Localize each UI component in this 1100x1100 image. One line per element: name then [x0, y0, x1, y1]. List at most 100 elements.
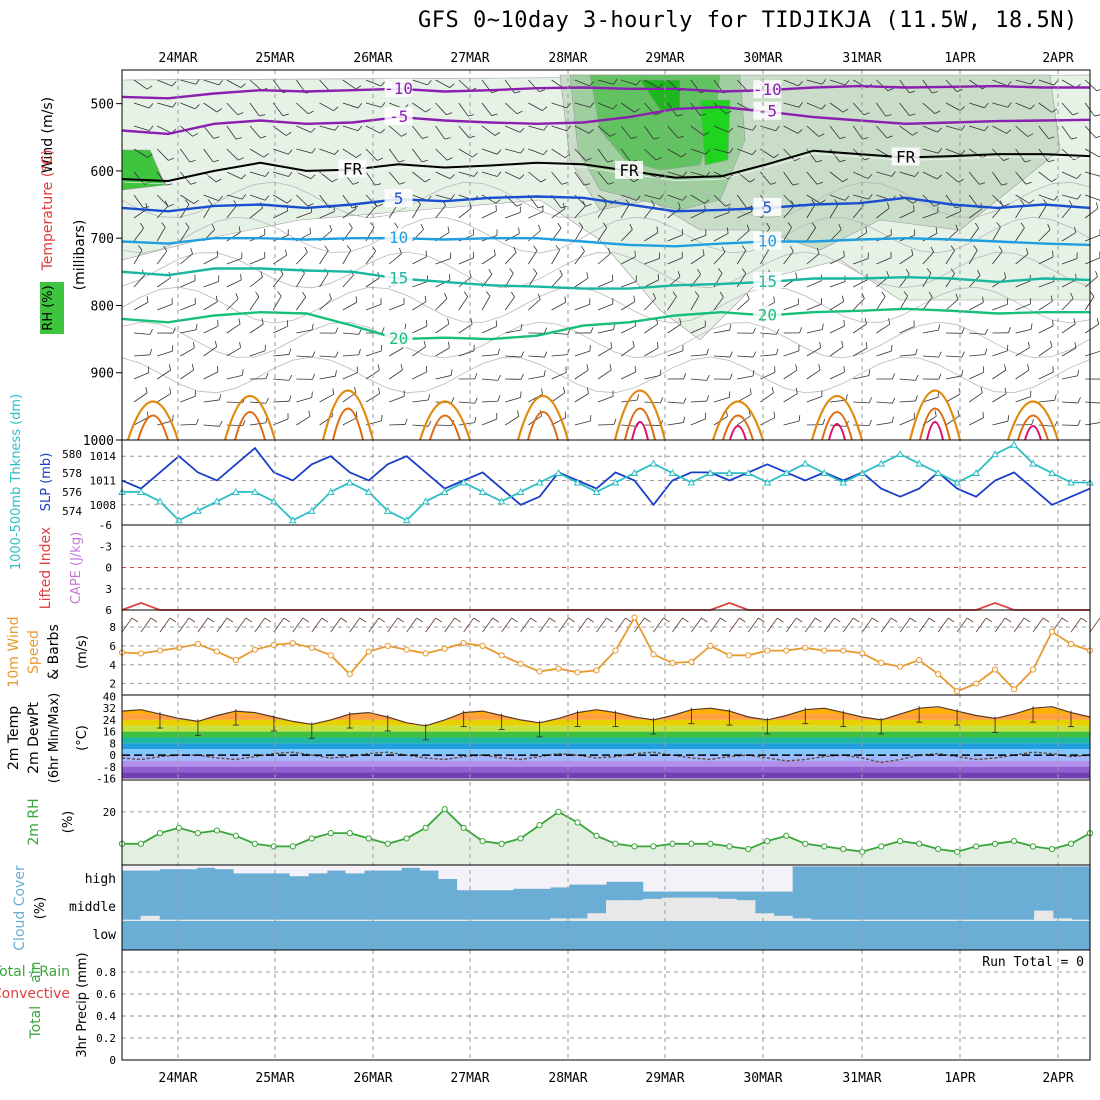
wind-barb: [365, 205, 377, 219]
pbl-contour-inner: [234, 411, 266, 441]
wind-barb-feather: [868, 369, 871, 376]
contour-label-bg: [753, 197, 782, 216]
wind-barb-feather: [633, 178, 640, 183]
cloud-high-cell: [624, 865, 644, 882]
thickness-line-marker: [421, 497, 430, 505]
wind-barb-feather: [311, 391, 313, 398]
wind-barb: [365, 303, 382, 311]
sfc-wind-barb: [140, 617, 152, 633]
wind-barb: [458, 296, 469, 311]
temp-tick-label: 32: [103, 702, 116, 715]
wind-barb: [180, 280, 196, 288]
wind-barb-feather: [909, 90, 916, 94]
wind-barb-feather: [561, 182, 568, 185]
rh-line-marker: [555, 808, 562, 815]
wind-barb: [667, 296, 677, 311]
wind-speed-line-marker: [840, 647, 847, 654]
sfc-wind-barb: [653, 617, 664, 633]
wind-barb-feather: [218, 79, 223, 86]
wind-barb: [922, 329, 939, 334]
sfc-wind-barb: [899, 617, 911, 633]
wind-barb: [1085, 148, 1100, 158]
wind-barb-feather: [513, 246, 517, 253]
wind-barb-feather: [311, 148, 316, 154]
wind-barb: [505, 212, 521, 219]
wind-barb: [319, 355, 336, 358]
wind-barb-feather: [544, 351, 548, 358]
sfc-wind-barb: [1013, 617, 1025, 633]
ylabel-2m-dewpt: 2m DewPt: [26, 702, 42, 774]
wind-barb: [1015, 329, 1032, 334]
wind-barb: [412, 256, 427, 265]
rh-line-marker: [441, 806, 448, 813]
wind-barb-feather: [473, 171, 479, 177]
bottom-date-label: 24MAR: [158, 1071, 197, 1086]
wind-barb: [296, 171, 312, 180]
wind-barb-feather: [729, 324, 732, 331]
wind-barb: [667, 148, 682, 158]
ylabel-wind-units: (m/s): [75, 635, 90, 669]
wind-barb: [133, 148, 148, 158]
sfc-wind-barb: [937, 617, 949, 633]
wind-barb-feather: [705, 149, 711, 155]
wind-barb: [620, 346, 635, 357]
wind-barb: [481, 418, 497, 426]
wind-barb: [249, 350, 266, 357]
rh-line-marker: [403, 835, 410, 842]
rh-line-marker: [1029, 843, 1037, 850]
wind-barb: [133, 125, 150, 132]
ylabel-wind: Wind (m/s): [40, 97, 56, 173]
wind-barb: [133, 194, 144, 209]
wind-barb-feather: [914, 171, 919, 177]
wind-barb-feather: [937, 127, 943, 133]
wind-barb: [180, 194, 195, 204]
sfc-wind-barb-feather: [815, 617, 822, 623]
wind-barb: [829, 301, 844, 311]
rh-line-marker: [346, 830, 353, 837]
wind-barb: [1061, 258, 1078, 265]
wind-barb: [620, 148, 632, 163]
wind-barb-feather: [795, 272, 798, 279]
wind-barb: [992, 420, 1009, 426]
contour-10: [121, 236, 1091, 248]
bottom-date-label: 30MAR: [743, 1071, 782, 1086]
sfc-wind-barb: [406, 617, 418, 633]
wind-barb: [180, 395, 196, 403]
wind-barb: [1038, 148, 1049, 163]
wind-barb: [458, 148, 473, 158]
rh-line-marker: [916, 840, 923, 847]
sfc-wind-barb-feather: [321, 617, 329, 623]
wind-barb: [551, 417, 566, 426]
thickness-line: [122, 443, 1090, 522]
wind-barb: [365, 277, 380, 288]
wind-barb-feather: [704, 199, 710, 204]
wind-barb: [412, 79, 428, 86]
wind-barb: [505, 171, 520, 180]
contour--10: [121, 84, 1090, 100]
wind-barb: [342, 274, 354, 288]
cloud-mid-cell: [438, 919, 458, 921]
wind-barb: [156, 277, 171, 288]
wind-barb: [505, 355, 522, 358]
panel-frames: [116, 69, 1091, 1061]
wind-barb-feather: [216, 250, 219, 257]
cloud-high-cell: [885, 865, 905, 867]
precip-tick-label: 0.4: [96, 1010, 116, 1023]
wind-barb-feather: [172, 102, 177, 108]
wind-barb: [621, 371, 636, 380]
wind-barb-feather: [469, 202, 472, 209]
wind-barb: [1015, 253, 1029, 265]
wind-barb-feather: [448, 273, 451, 280]
wind-barb: [133, 249, 143, 265]
pbl-contour: [711, 400, 765, 441]
wind-barb: [481, 400, 498, 403]
contour-label-bg: [891, 147, 920, 166]
thickness-line-marker: [364, 487, 373, 495]
wind-barb: [389, 424, 406, 426]
wind-barb-feather: [516, 203, 523, 207]
rh-tick-label: 20: [103, 806, 116, 819]
wind-barb-feather: [839, 159, 846, 163]
wind-barb: [853, 171, 868, 179]
wind-barb: [806, 253, 820, 265]
